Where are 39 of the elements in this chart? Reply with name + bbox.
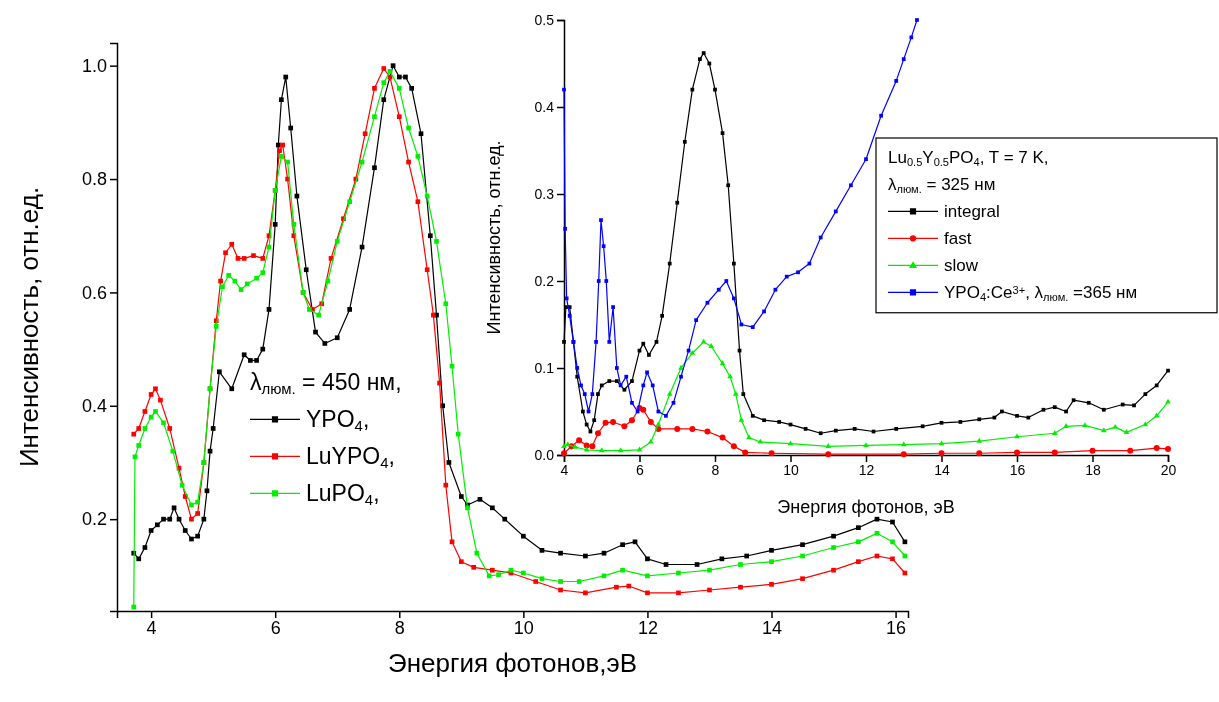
legend-label: LuYPO$_{4}$,: [306, 443, 395, 471]
legend-title: λ$_{люм.}$ = 450 нм,: [250, 369, 402, 397]
legend-label: integral: [944, 202, 1000, 221]
legend-label: YPO$_{4}$:Ce$^{3+}$, λ$_{люм.}$ =365 нм: [944, 283, 1138, 303]
x-tick-label: 10: [783, 461, 799, 478]
x-tick-label: 18: [1085, 461, 1101, 478]
y-axis-title: Интенсивность, отн.ед.: [484, 140, 504, 335]
y-tick-label: 0.0: [534, 446, 555, 463]
y-tick-label: 0.3: [534, 185, 555, 202]
x-tick-label: 12: [637, 617, 658, 638]
x-tick-label: 14: [934, 461, 950, 478]
x-tick-label: 8: [711, 461, 720, 478]
x-tick-label: 4: [560, 461, 569, 478]
legend-label: LuPO$_{4}$,: [306, 480, 380, 508]
y-tick-label: 0.2: [81, 509, 107, 530]
y-tick-label: 0.1: [534, 359, 555, 376]
y-tick-label: 0.4: [534, 98, 555, 115]
y-axis-title: Интенсивность, отн.ед.: [14, 186, 44, 468]
y-tick-label: 0.4: [81, 396, 107, 417]
x-tick-label: 4: [146, 617, 157, 638]
x-tick-label: 12: [858, 461, 875, 478]
y-tick-label: 0.8: [81, 169, 107, 190]
x-tick-label: 6: [270, 617, 281, 638]
y-tick-label: 0.6: [81, 282, 107, 303]
x-axis-title: Энергия фотонов,эВ: [387, 648, 638, 678]
legend-label: slow: [944, 256, 979, 275]
x-tick-label: 20: [1160, 461, 1177, 478]
x-axis-title: Энергия фотонов, эВ: [777, 497, 955, 517]
y-tick-label: 1.0: [81, 55, 107, 76]
x-tick-label: 8: [394, 617, 405, 638]
legend-label: YPO$_{4}$,: [306, 406, 370, 434]
x-tick-label: 6: [636, 461, 645, 478]
y-tick-label: 0.5: [534, 11, 555, 28]
x-tick-label: 16: [1009, 461, 1026, 478]
x-tick-label: 14: [762, 617, 783, 638]
x-tick-label: 10: [513, 617, 534, 638]
legend-label: fast: [944, 229, 972, 248]
x-tick-label: 16: [886, 617, 907, 638]
y-tick-label: 0.2: [534, 272, 555, 289]
